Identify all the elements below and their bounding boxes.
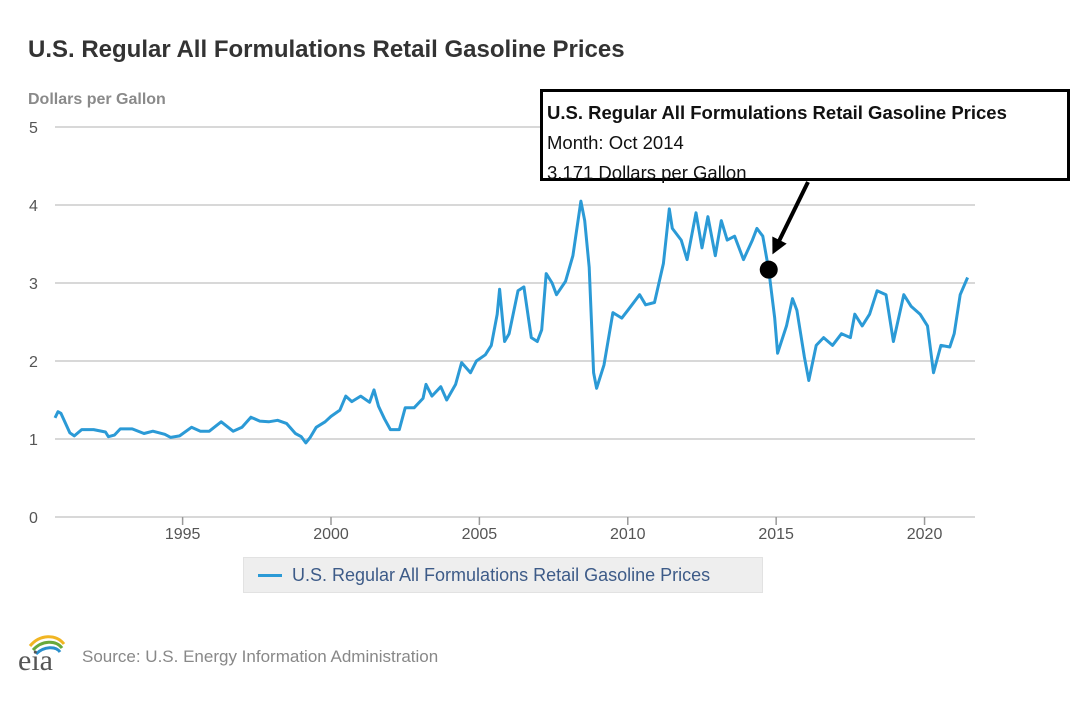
tooltip-arrow-head xyxy=(772,236,787,255)
y-tick-label: 2 xyxy=(29,354,38,371)
y-tick-label: 1 xyxy=(29,432,38,449)
tooltip-month: Month: Oct 2014 xyxy=(547,132,684,153)
y-tick-label: 4 xyxy=(29,198,38,215)
y-tick-label: 3 xyxy=(29,276,38,293)
x-tick-label: 2015 xyxy=(758,526,794,543)
x-tick-label: 2005 xyxy=(462,526,498,543)
chart-title: U.S. Regular All Formulations Retail Gas… xyxy=(28,36,625,63)
logo-text: eia xyxy=(18,644,53,674)
highlight-point-oct-2014[interactable] xyxy=(759,260,778,279)
eia-logo-icon: eia xyxy=(18,635,66,674)
y-tick-label: 0 xyxy=(29,510,38,527)
tooltip-title: U.S. Regular All Formulations Retail Gas… xyxy=(547,102,1007,123)
series-line-gasoline-price[interactable] xyxy=(53,199,969,445)
source-credit[interactable]: Source: U.S. Energy Information Administ… xyxy=(82,647,439,666)
x-tick-labels: 1995 2000 2005 2010 2015 2020 xyxy=(165,517,943,543)
x-tick-label: 1995 xyxy=(165,526,201,543)
x-tick-label: 2010 xyxy=(610,526,646,543)
y-axis-label: Dollars per Gallon xyxy=(28,91,166,108)
y-tick-label: 5 xyxy=(29,120,38,137)
legend[interactable]: U.S. Regular All Formulations Retail Gas… xyxy=(243,557,763,593)
x-tick-label: 2020 xyxy=(907,526,943,543)
gridlines xyxy=(55,126,975,518)
tooltip-value: 3.171 Dollars per Gallon xyxy=(547,162,747,183)
tooltip: U.S. Regular All Formulations Retail Gas… xyxy=(540,89,1070,183)
tooltip-arrow-line xyxy=(775,181,810,245)
legend-label: U.S. Regular All Formulations Retail Gas… xyxy=(292,564,711,585)
legend-swatch xyxy=(258,573,282,577)
y-tick-labels: 0 1 2 3 4 5 xyxy=(29,120,38,527)
x-tick-label: 2000 xyxy=(313,526,349,543)
